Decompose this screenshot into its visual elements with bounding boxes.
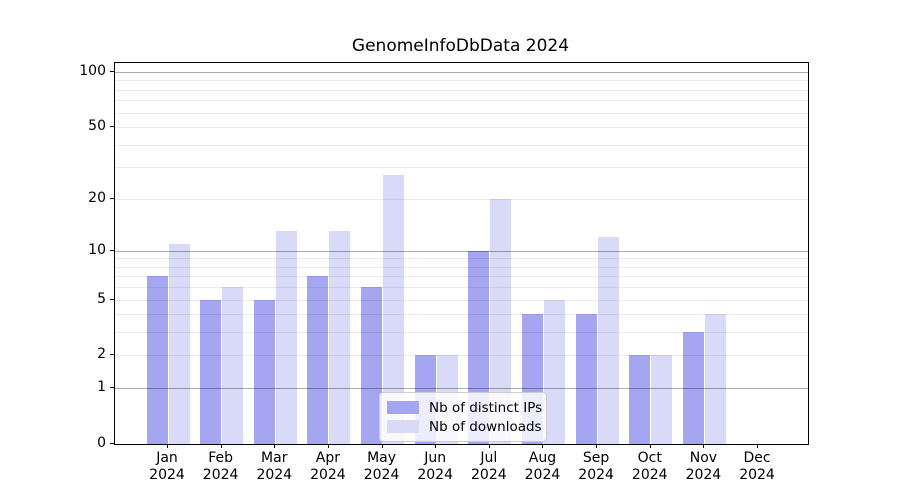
minor-gridline xyxy=(115,144,808,146)
bar-downloads xyxy=(383,175,405,444)
y-tick-mark xyxy=(110,126,114,128)
y-tick-label: 5 xyxy=(97,290,106,307)
x-tick-label: Nov 2024 xyxy=(685,450,722,483)
x-tick-mark xyxy=(381,444,383,448)
bar-downloads xyxy=(543,299,565,444)
y-tick-mark xyxy=(110,443,114,444)
plot-area: Nb of distinct IPs Nb of downloads xyxy=(114,62,809,445)
x-tick-label: Sep 2024 xyxy=(578,450,614,483)
y-tick-label: 2 xyxy=(97,346,106,363)
y-tick-label: 0 xyxy=(97,435,106,451)
x-tick-label: Aug 2024 xyxy=(524,450,561,483)
x-tick-mark xyxy=(167,444,168,448)
major-gridline xyxy=(115,72,808,74)
x-tick-mark xyxy=(220,444,222,448)
x-tick-label: Dec 2024 xyxy=(739,450,775,483)
y-tick-mark xyxy=(110,197,114,199)
x-tick-mark xyxy=(488,444,490,448)
x-tick-label: Apr 2024 xyxy=(310,450,346,483)
major-gridline xyxy=(115,250,808,252)
minor-gridline xyxy=(115,266,808,268)
x-tick-mark xyxy=(649,444,651,448)
bar-distinct-ips xyxy=(200,299,222,444)
legend-swatch-downloads xyxy=(387,420,419,433)
y-tick-label: 50 xyxy=(88,118,106,135)
bar-downloads xyxy=(329,231,351,444)
minor-gridline xyxy=(115,258,808,260)
bar-downloads xyxy=(651,355,673,444)
x-tick-label: Feb 2024 xyxy=(202,450,239,483)
minor-gridline xyxy=(115,127,808,129)
minor-gridline xyxy=(115,276,808,278)
minor-gridline xyxy=(115,80,808,82)
x-tick-mark xyxy=(274,444,276,448)
chart-title: GenomeInfoDbData 2024 xyxy=(351,36,570,56)
minor-gridline xyxy=(115,100,808,102)
minor-gridline xyxy=(115,198,808,200)
legend-row: Nb of downloads xyxy=(387,417,542,436)
bar-downloads xyxy=(597,237,619,444)
y-tick-mark xyxy=(110,387,114,389)
y-tick-label: 20 xyxy=(88,189,106,206)
bar-downloads xyxy=(222,287,244,444)
legend-row: Nb of distinct IPs xyxy=(387,398,542,417)
bar-downloads xyxy=(168,243,190,444)
bar-distinct-ips xyxy=(307,276,329,444)
y-tick-mark xyxy=(110,354,114,356)
bar-downloads xyxy=(704,314,726,444)
bar-distinct-ips xyxy=(629,355,651,444)
x-tick-mark xyxy=(542,444,544,448)
y-tick-label: 10 xyxy=(88,241,106,258)
bar-downloads xyxy=(275,231,297,444)
x-tick-mark xyxy=(596,444,598,448)
y-tick-mark xyxy=(110,71,114,73)
legend-label: Nb of downloads xyxy=(429,418,542,435)
bar-distinct-ips xyxy=(682,332,704,444)
bar-distinct-ips xyxy=(575,314,597,444)
bar-distinct-ips xyxy=(361,287,383,444)
y-tick-mark xyxy=(110,249,114,251)
y-tick-label: 100 xyxy=(79,63,106,80)
x-tick-mark xyxy=(703,444,705,448)
x-tick-label: Jun 2024 xyxy=(417,450,453,483)
x-tick-label: Jul 2024 xyxy=(471,450,507,483)
minor-gridline xyxy=(115,167,808,169)
minor-gridline xyxy=(115,112,808,114)
x-tick-mark xyxy=(435,444,437,448)
x-tick-label: Oct 2024 xyxy=(631,450,668,483)
x-tick-label: Mar 2024 xyxy=(256,450,293,483)
minor-gridline xyxy=(115,89,808,91)
legend: Nb of distinct IPs Nb of downloads xyxy=(379,392,547,442)
bar-downloads xyxy=(490,198,512,444)
legend-label: Nb of distinct IPs xyxy=(429,399,543,416)
legend-swatch-distinct-ips xyxy=(387,401,419,414)
minor-gridline xyxy=(115,287,808,289)
y-tick-label: 1 xyxy=(97,379,106,396)
bar-distinct-ips xyxy=(146,276,168,444)
x-tick-label: Jan 2024 xyxy=(149,450,185,483)
x-tick-label: May 2024 xyxy=(363,450,400,483)
x-tick-mark xyxy=(327,444,329,448)
y-tick-mark xyxy=(110,298,114,300)
bar-distinct-ips xyxy=(253,299,275,444)
x-tick-mark xyxy=(757,444,759,448)
